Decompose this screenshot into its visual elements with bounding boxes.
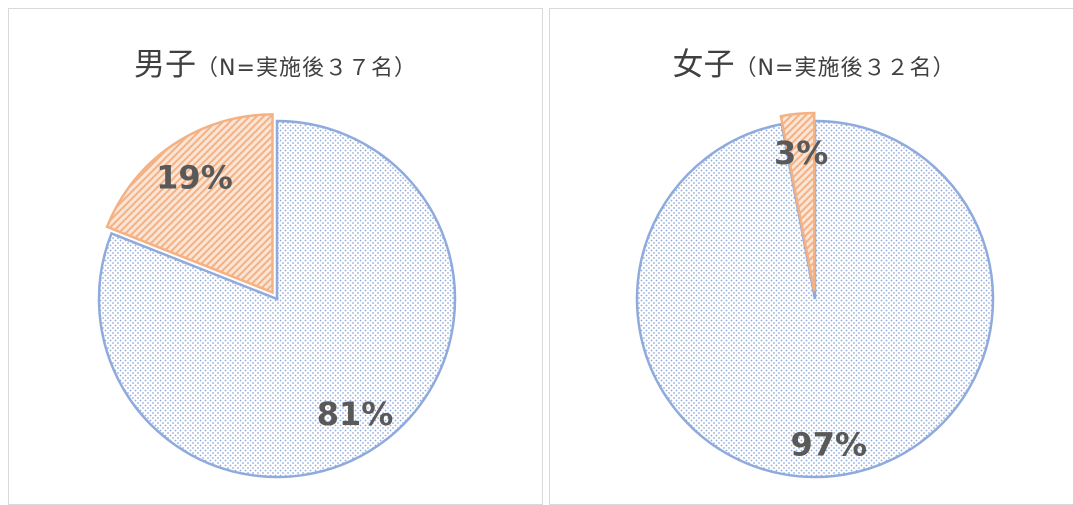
chart-panel-girls: 女子（N=実施後３２名） 97% 3% xyxy=(549,8,1073,505)
pie-slice-0 xyxy=(635,119,995,479)
data-label: 97% xyxy=(790,425,867,463)
chart-title-sub: （N=実施後３７名） xyxy=(196,56,417,81)
pie-chart-boys: 81% 19% xyxy=(97,113,457,479)
chart-title: 男子（N=実施後３７名） xyxy=(9,39,542,84)
chart-title-main: 男子 xyxy=(134,47,197,83)
pie-chart-girls: 97% 3% xyxy=(635,111,995,479)
chart-title-sub: （N=実施後３２名） xyxy=(734,56,956,81)
pie-slice-1 xyxy=(779,111,816,292)
chart-title: 女子（N=実施後３２名） xyxy=(550,39,1073,84)
pie-slice-0 xyxy=(97,119,457,479)
pie-slice-1 xyxy=(105,113,274,295)
data-label: 19% xyxy=(156,159,233,197)
chart-panel-boys: 男子（N=実施後３７名） 81% 19% xyxy=(8,8,543,505)
data-label: 3% xyxy=(774,134,828,172)
chart-title-main: 女子 xyxy=(672,47,735,83)
data-label: 81% xyxy=(317,395,394,433)
